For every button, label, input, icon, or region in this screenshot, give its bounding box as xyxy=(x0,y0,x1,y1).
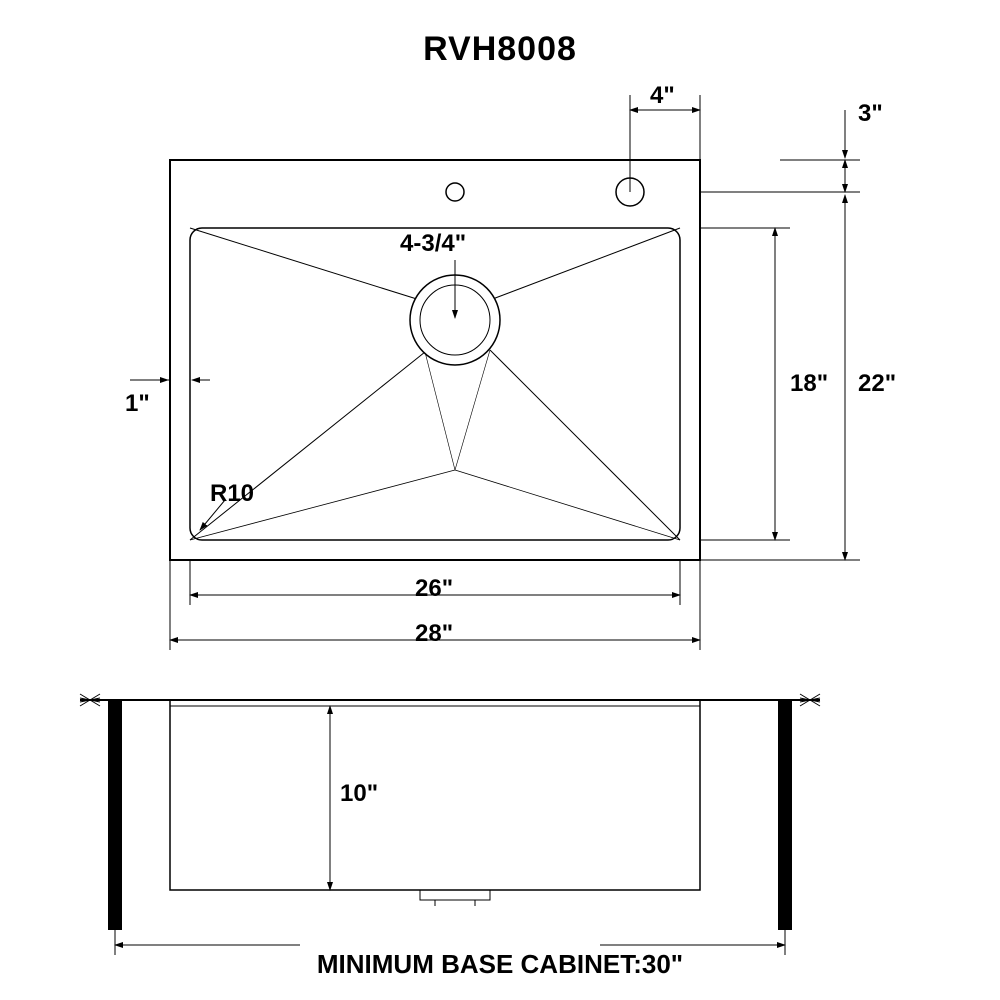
dim-inner-height: 18" xyxy=(790,370,828,398)
dim-radius: R10 xyxy=(210,480,254,508)
dim-depth: 10" xyxy=(340,780,378,808)
sink-inner-rect xyxy=(190,228,680,540)
cabinet-wall-right xyxy=(778,700,792,930)
dim-faucet-inset: 3" xyxy=(858,100,883,128)
dim-outer-height: 22" xyxy=(858,370,896,398)
cabinet-wall-left xyxy=(108,700,122,930)
dim-inner-width: 26" xyxy=(415,575,453,603)
sink-section-outer xyxy=(170,700,700,890)
faucet-hole-center xyxy=(446,183,464,201)
drawing-canvas xyxy=(0,0,1000,1000)
dim-faucet-offset: 4" xyxy=(650,82,675,110)
footer-text: MINIMUM BASE CABINET:30" xyxy=(0,949,1000,980)
dim-drain: 4-3/4" xyxy=(400,230,466,258)
dim-rim: 1" xyxy=(125,390,150,418)
dim-outer-width: 28" xyxy=(415,620,453,648)
